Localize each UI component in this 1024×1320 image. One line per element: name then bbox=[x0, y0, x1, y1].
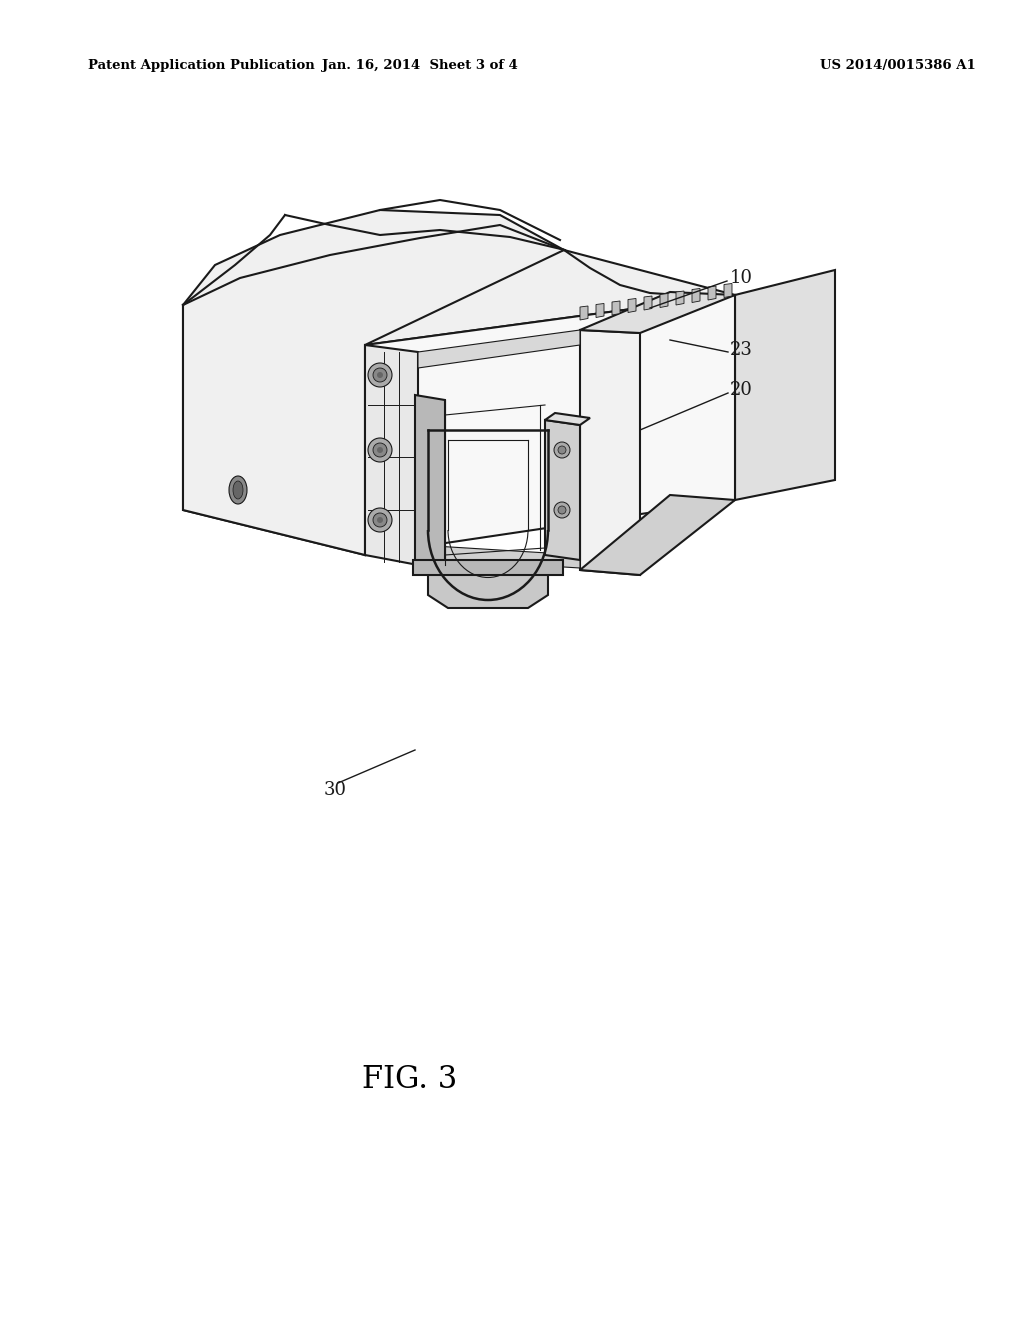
Polygon shape bbox=[415, 395, 445, 578]
Polygon shape bbox=[692, 289, 700, 302]
Polygon shape bbox=[708, 286, 716, 300]
Circle shape bbox=[377, 447, 383, 453]
Circle shape bbox=[558, 506, 566, 513]
Ellipse shape bbox=[233, 480, 243, 499]
Polygon shape bbox=[428, 565, 548, 609]
Text: 20: 20 bbox=[730, 381, 753, 399]
Polygon shape bbox=[676, 290, 684, 305]
Text: FIG. 3: FIG. 3 bbox=[362, 1064, 458, 1096]
Text: Patent Application Publication: Patent Application Publication bbox=[88, 58, 314, 71]
Polygon shape bbox=[644, 296, 652, 310]
Circle shape bbox=[554, 502, 570, 517]
Polygon shape bbox=[735, 271, 835, 500]
Polygon shape bbox=[183, 249, 735, 345]
Text: 10: 10 bbox=[730, 269, 753, 286]
Polygon shape bbox=[612, 301, 620, 315]
Polygon shape bbox=[580, 306, 588, 319]
Circle shape bbox=[368, 438, 392, 462]
Polygon shape bbox=[660, 293, 668, 308]
Circle shape bbox=[558, 446, 566, 454]
Ellipse shape bbox=[229, 477, 247, 504]
Circle shape bbox=[377, 372, 383, 378]
Polygon shape bbox=[580, 495, 735, 576]
Circle shape bbox=[368, 508, 392, 532]
Text: Jan. 16, 2014  Sheet 3 of 4: Jan. 16, 2014 Sheet 3 of 4 bbox=[323, 58, 518, 71]
Circle shape bbox=[373, 513, 387, 527]
Polygon shape bbox=[365, 294, 735, 554]
Text: US 2014/0015386 A1: US 2014/0015386 A1 bbox=[820, 58, 976, 71]
Polygon shape bbox=[628, 298, 636, 313]
Polygon shape bbox=[724, 284, 732, 297]
Polygon shape bbox=[545, 420, 580, 560]
Polygon shape bbox=[418, 330, 580, 368]
Circle shape bbox=[554, 442, 570, 458]
Polygon shape bbox=[580, 330, 640, 576]
PathPatch shape bbox=[183, 210, 564, 554]
Polygon shape bbox=[413, 560, 563, 576]
Polygon shape bbox=[545, 413, 590, 425]
Text: 23: 23 bbox=[730, 341, 753, 359]
Circle shape bbox=[373, 368, 387, 381]
Circle shape bbox=[377, 517, 383, 523]
Text: 30: 30 bbox=[324, 781, 346, 799]
Polygon shape bbox=[596, 304, 604, 318]
Circle shape bbox=[368, 363, 392, 387]
Polygon shape bbox=[365, 345, 418, 565]
Polygon shape bbox=[580, 292, 735, 333]
Polygon shape bbox=[183, 305, 365, 554]
Circle shape bbox=[373, 444, 387, 457]
Polygon shape bbox=[418, 545, 580, 568]
